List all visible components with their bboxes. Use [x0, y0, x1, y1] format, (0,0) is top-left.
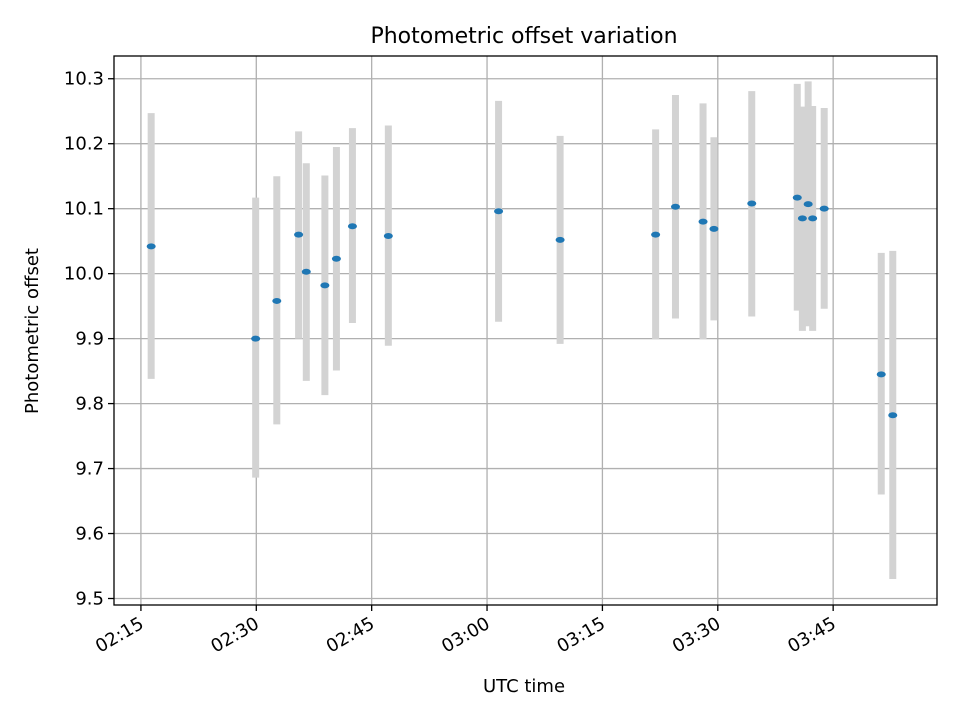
y-tick-label: 9.5 [75, 589, 104, 610]
x-tick-label: 03:00 [438, 613, 493, 657]
y-axis-ticks: 9.5 9.6 9.7 9.8 9.9 10.0 10.1 10.2 10.3 [64, 69, 114, 610]
chart-title: Photometric offset variation [370, 24, 677, 49]
data-point [272, 297, 282, 304]
y-tick-label: 9.6 [75, 524, 104, 545]
data-point [331, 255, 341, 262]
y-tick-label: 9.7 [75, 459, 104, 480]
data-point [670, 203, 680, 210]
data-point [709, 225, 719, 232]
x-tick-label: 02:45 [323, 613, 378, 657]
data-point [555, 236, 565, 243]
y-tick-label: 9.8 [75, 394, 104, 415]
data-point [747, 200, 757, 207]
data-point [301, 268, 311, 275]
data-point [797, 215, 807, 222]
x-tick-label: 03:15 [553, 613, 608, 657]
data-point [888, 412, 898, 419]
x-tick-label: 03:45 [784, 613, 839, 657]
x-tick-label: 02:15 [92, 613, 147, 657]
data-point [294, 231, 304, 238]
data-point [347, 223, 357, 230]
error-bars [147, 81, 897, 580]
data-point [146, 243, 156, 250]
plot-frame [113, 55, 938, 606]
y-axis-label: Photometric offset [22, 248, 43, 414]
data-point [383, 232, 393, 239]
data-point [320, 282, 330, 289]
y-tick-label: 10.2 [64, 134, 104, 155]
data-point [698, 218, 708, 225]
y-tick-label: 10.0 [64, 264, 104, 285]
data-point [651, 231, 661, 238]
x-tick-label: 02:30 [207, 613, 262, 657]
data-point [251, 335, 261, 342]
data-point [819, 205, 829, 212]
x-axis-ticks: 02:15 02:30 02:45 03:00 03:15 03:30 03:45 [92, 605, 840, 657]
data-point [808, 215, 818, 222]
y-tick-label: 10.1 [64, 199, 104, 220]
data-points [146, 194, 898, 419]
data-point [803, 201, 813, 208]
y-tick-label: 9.9 [75, 329, 104, 350]
y-tick-label: 10.3 [64, 69, 104, 90]
data-point [494, 208, 504, 215]
data-point [876, 371, 886, 378]
x-tick-label: 03:30 [669, 613, 724, 657]
data-point [792, 194, 802, 201]
x-axis-label: UTC time [483, 676, 565, 697]
